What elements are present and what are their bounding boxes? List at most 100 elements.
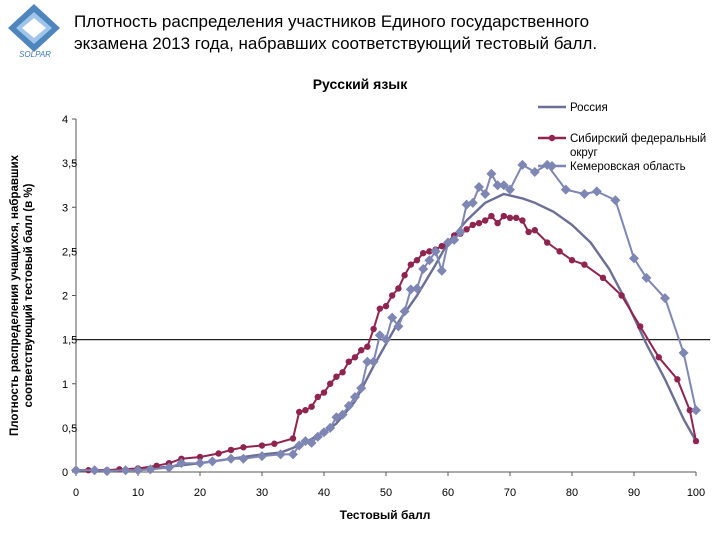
series-3-point [381,334,391,345]
series-3-point [393,321,404,332]
series-3-point [474,181,484,192]
series-2-point [302,407,309,414]
series-2-point [296,408,303,416]
series-2-point [469,221,476,229]
series-3-point [405,284,416,295]
series-2-point [568,257,576,264]
x-tick-label: 100 [687,487,705,499]
legend-label-2: Сибирский федеральный [570,133,706,145]
series-2-point [426,248,433,255]
series-3-point [517,159,528,170]
series-2-point [333,373,340,380]
chart-legend: Россия Сибирский федеральный округ Кемеровс… [538,102,706,173]
page-title-line-2: экзамена 2013 года, набравших соответств… [74,34,598,53]
series-2-point [482,217,489,224]
series-3-point [312,431,323,442]
y-tick-label: 0,5 [62,423,77,435]
series-2-point [196,453,204,461]
x-tick-label: 30 [256,487,268,499]
chart-series-layer [71,159,701,477]
series-2-point [345,358,352,365]
series-3-point [418,264,429,275]
y-tick-label: 3,5 [62,158,77,170]
x-axis-label: Тестовый балл [340,508,431,522]
chart-axes: 00,511,522,533,540 10 20 30 40 50 60 70 80 90 100 [62,114,710,499]
x-tick-label: 60 [442,487,454,499]
series-3-point [356,383,367,394]
x-tick-label: 0 [73,487,79,499]
series-3-point [641,272,652,283]
series-2-point [618,292,625,299]
series-3-point [306,437,317,448]
series-2-point [531,226,538,234]
series-2-point [395,285,402,292]
legend-marker-3 [547,161,557,171]
series-3-point [629,253,639,264]
series-3-point [467,197,478,208]
series-2-point [637,323,644,330]
series-2-point [258,442,266,449]
series-2-point [413,257,421,264]
series-3-point [319,427,329,438]
series-line-1 [76,192,698,472]
series-3-point [275,449,286,460]
series-2-point [370,325,377,333]
series-3-point [412,283,422,294]
x-tick-label: 20 [194,487,206,499]
series-2-point [674,376,681,383]
series-3-point [529,166,540,177]
series-2-point [599,274,607,282]
series-2-point [692,437,700,445]
series-2-point [488,212,495,220]
series-3-point [498,180,509,191]
legend-label-1: Россия [570,102,608,114]
series-2-point [686,407,693,414]
series-3-point [449,234,460,245]
series-2-point [513,214,520,222]
legend-label-3: Кемеровская область [570,161,686,173]
y-tick-label: 2 [62,291,68,303]
series-3-point [145,464,156,475]
series-2-point [314,393,321,401]
x-tick-label: 90 [628,487,640,499]
series-2-point [475,219,483,227]
series-2-point [389,292,396,299]
series-3-point [560,184,571,195]
series-3-point [325,422,336,433]
series-2-point [289,435,297,442]
series-3-point [337,409,348,420]
series-3-point [591,186,602,197]
series-3-point [678,347,689,358]
y-axis-label-line-1: Плотность распределения учащихся, набрав… [9,154,21,436]
series-2-point [227,446,235,454]
series-3-point [89,465,100,476]
series-3-point [492,180,503,191]
series-2-point [420,249,427,257]
series-2-point [351,354,359,361]
series-3-point [350,391,360,402]
series-2-point [556,248,563,255]
logo: SOLPAR [2,2,68,60]
series-2-point [364,343,371,350]
series-2-point [407,261,414,268]
series-3-point [660,293,670,304]
y-tick-label: 3 [62,202,68,214]
series-3-point [399,306,410,317]
series-3-point [430,246,441,257]
series-3-point [387,312,398,323]
series-2-point [376,305,383,312]
series-2-point [271,440,278,447]
series-3-point [195,458,205,469]
series-3-point [691,405,701,416]
series-2-point [153,462,160,470]
y-tick-label: 2,5 [62,246,77,258]
page-title-line-1: Плотность распределения участников Едино… [74,12,590,31]
series-3-point [71,465,81,476]
series-3-point [343,400,354,411]
series-2-point [494,219,501,227]
series-2-point [544,239,551,246]
series-2-point [358,347,365,354]
series-2-point [327,380,334,387]
series-3-point [226,453,236,464]
